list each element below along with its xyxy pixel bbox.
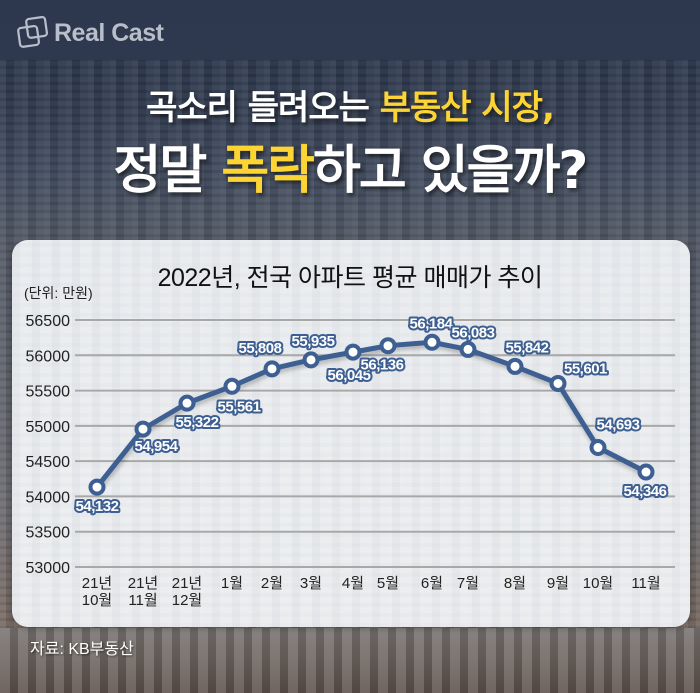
data-point-marker: [88, 478, 106, 496]
x-tick-label: 2월: [261, 575, 283, 592]
data-point-marker: [344, 343, 362, 361]
headline-2-text-b: 하고 있을까?: [313, 141, 588, 201]
headline-line-1: 곡소리 들려오는 부동산 시장,: [0, 80, 700, 129]
data-label: 56,083: [452, 324, 495, 341]
data-label: 54,132: [76, 498, 119, 515]
x-tick-label: 10월: [583, 575, 614, 592]
y-tick-label: 55000: [26, 419, 71, 436]
headline-1-text: 곡소리 들려오는: [146, 88, 380, 128]
data-label: 54,693: [597, 417, 640, 434]
data-point-marker: [506, 357, 524, 375]
data-label: 56,184: [410, 315, 454, 332]
data-point-marker: [459, 340, 477, 358]
x-tick-label: 11월: [631, 575, 660, 592]
data-point-marker: [263, 360, 281, 378]
x-tick-label: 4월: [342, 575, 364, 592]
x-tick-label: 1월: [221, 575, 243, 592]
card-texture: [12, 240, 690, 627]
y-tick-label: 53500: [26, 525, 71, 542]
x-tick-label: 21년: [82, 575, 113, 592]
y-tick-label: 56000: [26, 348, 71, 365]
x-tick-label: 6월: [421, 575, 443, 592]
x-tick-label: 21년: [172, 575, 203, 592]
data-label: 55,808: [239, 340, 282, 357]
brand-logo: Real Cast: [16, 15, 164, 50]
data-point-marker: [302, 351, 320, 369]
y-tick-label: 55500: [26, 384, 71, 401]
data-label: 56,136: [361, 357, 404, 374]
brand-name: Real Cast: [54, 18, 164, 47]
data-point-marker: [423, 333, 441, 351]
data-point-marker: [223, 377, 241, 395]
headline-1-highlight: 부동산 시장,: [379, 88, 555, 128]
data-label: 54,954: [135, 438, 179, 455]
x-tick-label: 11월: [128, 592, 157, 609]
data-label: 56,045: [328, 367, 371, 384]
y-tick-label: 54500: [26, 454, 71, 471]
grid-lines: [75, 319, 675, 568]
y-tick-label: 53000: [26, 560, 71, 577]
headline-line-2: 정말 폭락하고 있을까?: [0, 128, 700, 203]
data-label: 55,322: [176, 414, 219, 431]
background-bottom-buildings: [0, 628, 700, 693]
headline-2-text-a: 정말: [113, 141, 222, 201]
data-label: 55,561: [218, 398, 261, 415]
unit-label: (단위: 만원): [24, 285, 93, 301]
data-label: 55,601: [564, 360, 607, 377]
data-point-marker: [589, 439, 607, 457]
chart-title: 2022년, 전국 아파트 평균 매매가 추이: [157, 264, 543, 292]
data-point-marker: [549, 374, 567, 392]
x-tick-label: 9월: [547, 575, 569, 592]
data-series: [88, 333, 655, 496]
overlapping-squares-icon: [16, 15, 50, 50]
data-point-marker: [134, 420, 152, 438]
x-tick-label: 10월: [82, 592, 113, 609]
data-point-marker: [379, 337, 397, 355]
y-tick-label: 56500: [26, 313, 71, 330]
x-tick-label: 3월: [300, 575, 322, 592]
x-tick-label: 8월: [504, 575, 526, 592]
headline-2-highlight: 폭락: [221, 141, 315, 201]
x-tick-label: 7월: [457, 575, 479, 592]
source-note: 자료: KB부동산: [30, 641, 134, 658]
data-label: 55,842: [506, 339, 549, 356]
chart-card: [12, 240, 690, 627]
data-label: 55,935: [292, 333, 335, 350]
x-tick-label: 5월: [377, 575, 399, 592]
x-tick-label: 12월: [172, 592, 203, 609]
y-tick-label: 54000: [26, 489, 71, 506]
data-label: 54,346: [624, 483, 667, 500]
data-point-marker: [637, 463, 655, 481]
y-axis-ticks: 56500 56000 55500 55000 54500 54000 53500 53000: [26, 313, 71, 577]
x-tick-label: 21년: [128, 575, 159, 592]
data-point-marker: [178, 394, 196, 412]
